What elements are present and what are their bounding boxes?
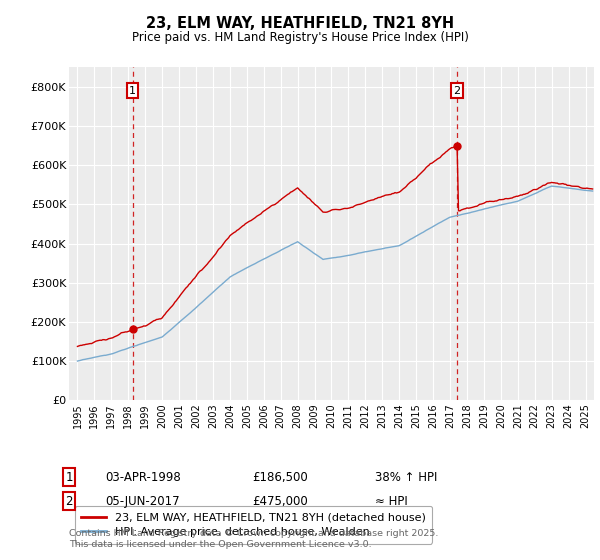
Text: Contains HM Land Registry data © Crown copyright and database right 2025.
This d: Contains HM Land Registry data © Crown c… xyxy=(69,529,439,549)
Text: 2: 2 xyxy=(65,494,73,508)
Text: 23, ELM WAY, HEATHFIELD, TN21 8YH: 23, ELM WAY, HEATHFIELD, TN21 8YH xyxy=(146,16,454,31)
Text: 2: 2 xyxy=(454,86,461,96)
Legend: 23, ELM WAY, HEATHFIELD, TN21 8YH (detached house), HPI: Average price, detached: 23, ELM WAY, HEATHFIELD, TN21 8YH (detac… xyxy=(74,506,432,544)
Text: 03-APR-1998: 03-APR-1998 xyxy=(105,470,181,484)
Text: £186,500: £186,500 xyxy=(252,470,308,484)
Text: Price paid vs. HM Land Registry's House Price Index (HPI): Price paid vs. HM Land Registry's House … xyxy=(131,31,469,44)
Text: £475,000: £475,000 xyxy=(252,494,308,508)
Text: 1: 1 xyxy=(65,470,73,484)
Text: 38% ↑ HPI: 38% ↑ HPI xyxy=(375,470,437,484)
Text: 05-JUN-2017: 05-JUN-2017 xyxy=(105,494,179,508)
Text: ≈ HPI: ≈ HPI xyxy=(375,494,408,508)
Text: 1: 1 xyxy=(129,86,136,96)
